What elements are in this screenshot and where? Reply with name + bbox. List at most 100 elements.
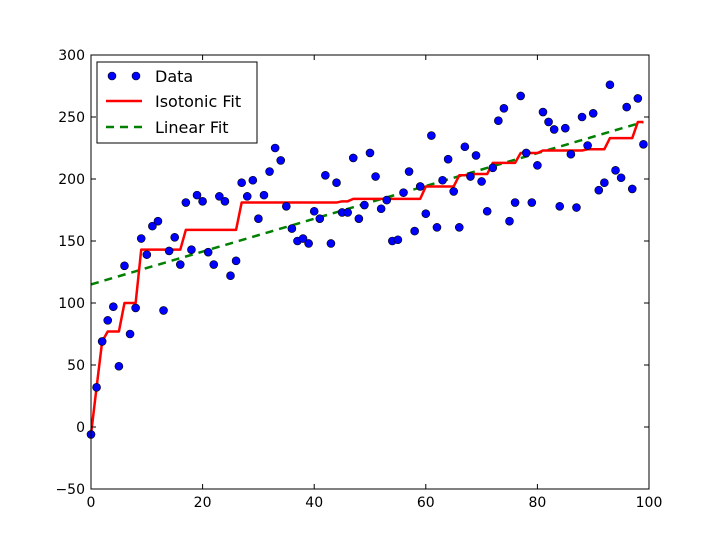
data-point xyxy=(248,175,258,185)
data-point xyxy=(432,223,442,232)
data-point xyxy=(153,216,163,226)
data-point xyxy=(315,214,325,223)
y-tick-label: 200 xyxy=(58,172,85,188)
data-point xyxy=(159,306,168,315)
data-point xyxy=(477,177,486,186)
data-point xyxy=(510,198,520,207)
data-point xyxy=(627,184,637,194)
data-point xyxy=(611,166,620,175)
data-point xyxy=(348,153,358,163)
legend-linear-label: Linear Fit xyxy=(155,118,229,137)
data-point xyxy=(560,123,570,133)
data-point xyxy=(505,216,514,226)
y-tick-label: 300 xyxy=(58,48,85,64)
data-point xyxy=(471,151,481,160)
data-point xyxy=(276,156,286,165)
data-point xyxy=(242,192,252,201)
data-point xyxy=(421,209,431,219)
data-point xyxy=(544,117,553,127)
y-tick-label: 250 xyxy=(58,110,85,126)
data-point xyxy=(521,148,531,158)
data-point xyxy=(393,235,403,245)
data-point xyxy=(175,260,185,269)
data-point xyxy=(566,149,576,159)
data-point xyxy=(237,178,246,188)
data-point xyxy=(549,125,559,134)
data-point xyxy=(488,163,498,173)
data-point xyxy=(254,214,263,223)
data-point xyxy=(410,226,419,236)
data-point xyxy=(460,142,470,152)
data-point xyxy=(97,337,107,346)
data-point xyxy=(270,143,280,153)
data-point xyxy=(343,208,352,217)
legend-data-marker-1 xyxy=(107,71,117,81)
x-tick-label: 60 xyxy=(417,495,435,511)
data-point xyxy=(215,192,224,201)
data-point xyxy=(583,141,592,150)
data-point xyxy=(577,112,587,122)
data-point xyxy=(415,182,425,191)
legend-data-marker-2 xyxy=(131,71,141,81)
data-point xyxy=(365,148,375,158)
data-point xyxy=(120,261,129,271)
data-point xyxy=(281,201,291,211)
isotonic-fit-line xyxy=(89,120,644,435)
data-point xyxy=(376,204,386,214)
data-point xyxy=(427,131,436,140)
data-point xyxy=(594,185,604,195)
data-point xyxy=(326,239,336,248)
data-point xyxy=(616,173,626,183)
axes-frame xyxy=(90,54,650,490)
data-point xyxy=(538,107,548,117)
y-tick-label: 50 xyxy=(67,358,85,374)
x-tick-label: 80 xyxy=(528,495,546,511)
data-point xyxy=(494,116,503,126)
data-point xyxy=(148,221,157,231)
data-point xyxy=(109,302,118,312)
data-point xyxy=(125,329,135,339)
data-point xyxy=(555,201,565,211)
data-point xyxy=(92,383,101,392)
data-point xyxy=(588,108,598,118)
data-point xyxy=(360,200,369,210)
data-point xyxy=(209,260,219,269)
data-point xyxy=(203,247,213,257)
data-point xyxy=(622,102,631,112)
data-point xyxy=(287,224,297,233)
x-tick-label: 20 xyxy=(194,495,212,511)
data-point xyxy=(170,232,179,242)
legend: Data Isotonic Fit Linear Fit xyxy=(96,61,258,144)
y-tick-label: 150 xyxy=(58,234,85,250)
data-point xyxy=(399,188,408,197)
data-point xyxy=(226,271,235,281)
data-point xyxy=(600,178,609,188)
data-point xyxy=(633,94,643,103)
x-tick-label: 100 xyxy=(636,495,663,511)
data-point xyxy=(103,316,113,325)
data-point xyxy=(382,195,392,205)
x-tick-label: 40 xyxy=(305,495,323,511)
data-point xyxy=(527,198,537,207)
y-tick-label: 0 xyxy=(76,420,85,436)
data-point xyxy=(304,239,313,248)
x-tick-label: 0 xyxy=(87,495,96,511)
data-point xyxy=(220,197,230,206)
data-point xyxy=(309,206,319,216)
legend-data-label: Data xyxy=(155,67,193,86)
data-point xyxy=(438,175,447,185)
data-point xyxy=(639,139,648,149)
data-point xyxy=(265,167,274,176)
data-point xyxy=(605,80,615,90)
y-tick-label: 100 xyxy=(58,296,85,312)
data-point xyxy=(454,223,464,232)
data-point xyxy=(164,246,174,256)
data-point xyxy=(572,203,581,212)
plot-area xyxy=(86,80,648,439)
data-point xyxy=(499,104,509,113)
legend-isotonic-label: Isotonic Fit xyxy=(155,92,241,111)
data-point xyxy=(192,190,202,200)
data-point xyxy=(533,161,542,170)
data-point xyxy=(443,154,453,164)
